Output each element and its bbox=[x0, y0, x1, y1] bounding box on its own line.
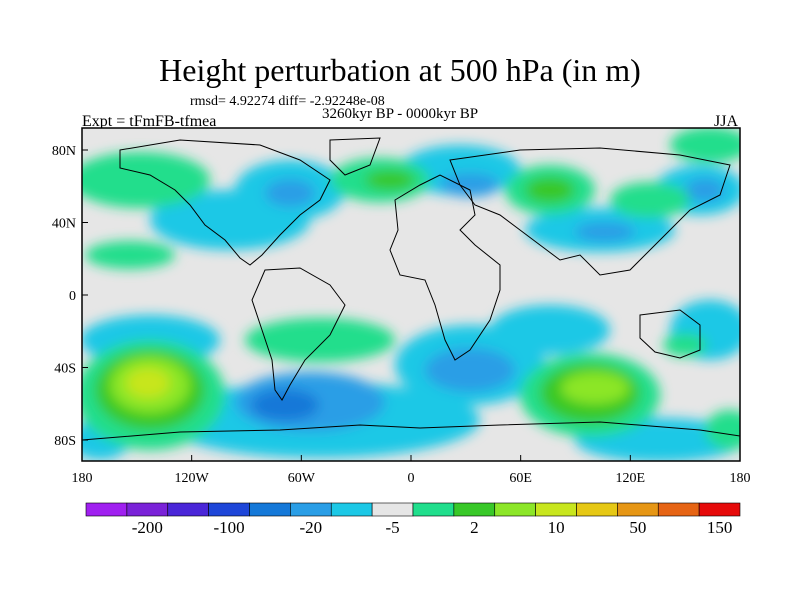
season-label: JJA bbox=[714, 113, 739, 130]
lat-tick-label: 80N bbox=[52, 144, 76, 159]
colorbar-swatch bbox=[698, 502, 741, 517]
lon-tick-label: 0 bbox=[408, 471, 415, 486]
colorbar-label: -20 bbox=[299, 518, 322, 537]
colorbar-swatch bbox=[453, 502, 496, 517]
lon-tick-label: 180 bbox=[72, 471, 93, 486]
map-title: Height perturbation at 500 hPa (in m) bbox=[159, 52, 641, 88]
colorbar-label: 50 bbox=[629, 518, 646, 537]
greenland-outline bbox=[329, 137, 381, 176]
europe-africa-outline bbox=[389, 174, 501, 361]
colorbar-label: -200 bbox=[132, 518, 163, 537]
lon-tick-label: 120E bbox=[616, 471, 646, 486]
lon-tick-label: 60E bbox=[509, 471, 532, 486]
colorbar-swatch bbox=[535, 502, 577, 517]
contour-fill-layer bbox=[82, 128, 740, 461]
colorbar-swatch bbox=[371, 502, 414, 517]
colorbar-swatch bbox=[657, 502, 700, 517]
south-america-outline bbox=[251, 267, 346, 401]
colorbar-swatch bbox=[617, 502, 659, 517]
colorbar-swatch bbox=[576, 502, 618, 517]
colorbar-swatch bbox=[330, 502, 373, 517]
experiment-label: Expt = tFmFB-tfmea bbox=[82, 113, 217, 130]
colorbar-swatch bbox=[249, 502, 291, 517]
colorbar-swatch bbox=[126, 502, 169, 517]
lon-tick-label: 60W bbox=[288, 471, 316, 486]
colorbar-label: 10 bbox=[548, 518, 565, 537]
colorbar-label: 2 bbox=[470, 518, 479, 537]
colorbar-swatch bbox=[290, 502, 332, 517]
latitude-axis: 80N 40N 0 40S 80S bbox=[52, 144, 88, 449]
colorbar-label: -5 bbox=[385, 518, 399, 537]
lat-tick-label: 0 bbox=[69, 289, 76, 304]
colorbar-label: 150 bbox=[707, 518, 733, 537]
australia-outline bbox=[639, 309, 701, 359]
colorbar-swatch bbox=[412, 502, 455, 517]
coastline-layer bbox=[82, 137, 740, 441]
lat-tick-label: 40N bbox=[52, 217, 76, 232]
lon-tick-label: 120W bbox=[175, 471, 210, 486]
north-america-outline bbox=[119, 139, 331, 266]
colorbar-swatch bbox=[494, 502, 536, 517]
lon-tick-label: 180 bbox=[730, 471, 751, 486]
antarctica-outline bbox=[82, 421, 740, 441]
lat-tick-label: 40S bbox=[54, 362, 76, 377]
colorbar-swatch bbox=[208, 502, 250, 517]
period-text: 3260kyr BP - 0000kyr BP bbox=[321, 106, 479, 122]
asia-outline bbox=[449, 147, 731, 276]
lat-tick-label: 80S bbox=[54, 434, 76, 449]
colorbar-label: -100 bbox=[213, 518, 244, 537]
colorbar-swatch bbox=[85, 502, 128, 517]
stats-text: rmsd= 4.92274 diff= -2.92248e-08 bbox=[190, 94, 385, 109]
colorbar-swatch bbox=[167, 502, 209, 517]
longitude-axis: 180 120W 60W 0 60E 120E 180 bbox=[72, 455, 751, 486]
colorbar: -200 -100 -20 -5 2 10 50 150 bbox=[85, 502, 741, 537]
